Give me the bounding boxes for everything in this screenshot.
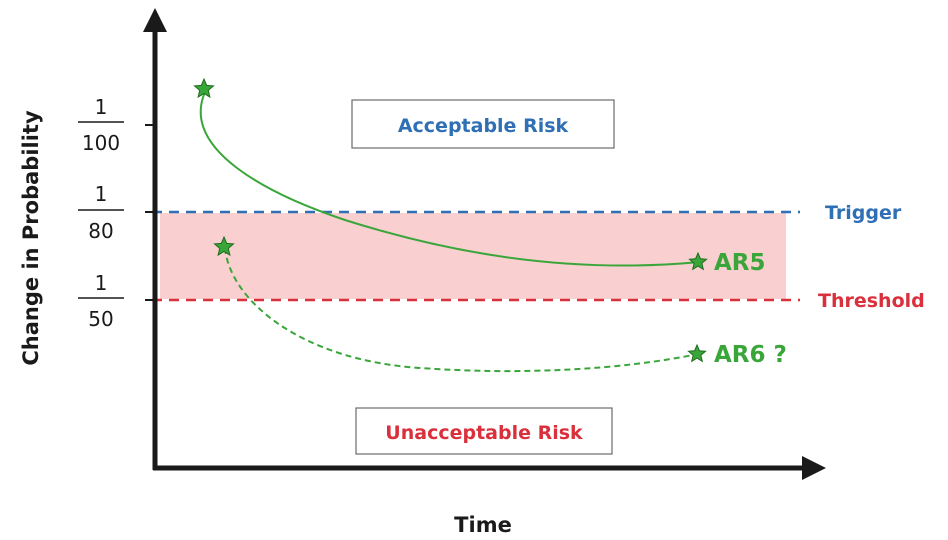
ar6-start-star-icon <box>213 235 235 257</box>
svg-text:80: 80 <box>88 219 113 243</box>
x-axis <box>153 456 826 480</box>
svg-text:1: 1 <box>95 182 108 206</box>
ar6-end-star-icon <box>687 343 707 363</box>
tick-label-100: 1 100 <box>78 95 124 155</box>
risk-band <box>160 213 786 299</box>
svg-text:1: 1 <box>95 271 108 295</box>
ar5-curve <box>199 91 701 267</box>
x-axis-label: Time <box>454 513 512 537</box>
svg-text:100: 100 <box>82 131 120 155</box>
svg-text:Unacceptable Risk: Unacceptable Risk <box>385 422 583 444</box>
tick-label-80: 1 80 <box>78 182 124 243</box>
svg-text:1: 1 <box>95 95 108 119</box>
x-axis-arrowhead <box>802 456 826 480</box>
threshold-label: Threshold <box>818 290 925 312</box>
tick-label-50: 1 50 <box>78 271 124 331</box>
y-axis-label: Change in Probability <box>19 110 43 366</box>
unacceptable-risk-box: Unacceptable Risk <box>355 407 613 455</box>
y-axis <box>143 8 167 470</box>
y-axis-arrowhead <box>143 8 167 32</box>
ar6-curve <box>224 247 699 373</box>
svg-text:50: 50 <box>88 307 113 331</box>
svg-text:Acceptable Risk: Acceptable Risk <box>398 115 569 137</box>
ar5-start-star-icon <box>193 77 215 99</box>
ar5-label: AR5 <box>714 250 766 276</box>
ar6-label: AR6 ? <box>714 342 787 368</box>
acceptable-risk-box: Acceptable Risk <box>351 99 615 149</box>
trigger-label: Trigger <box>825 202 902 224</box>
ar5-end-star-icon <box>688 251 708 271</box>
